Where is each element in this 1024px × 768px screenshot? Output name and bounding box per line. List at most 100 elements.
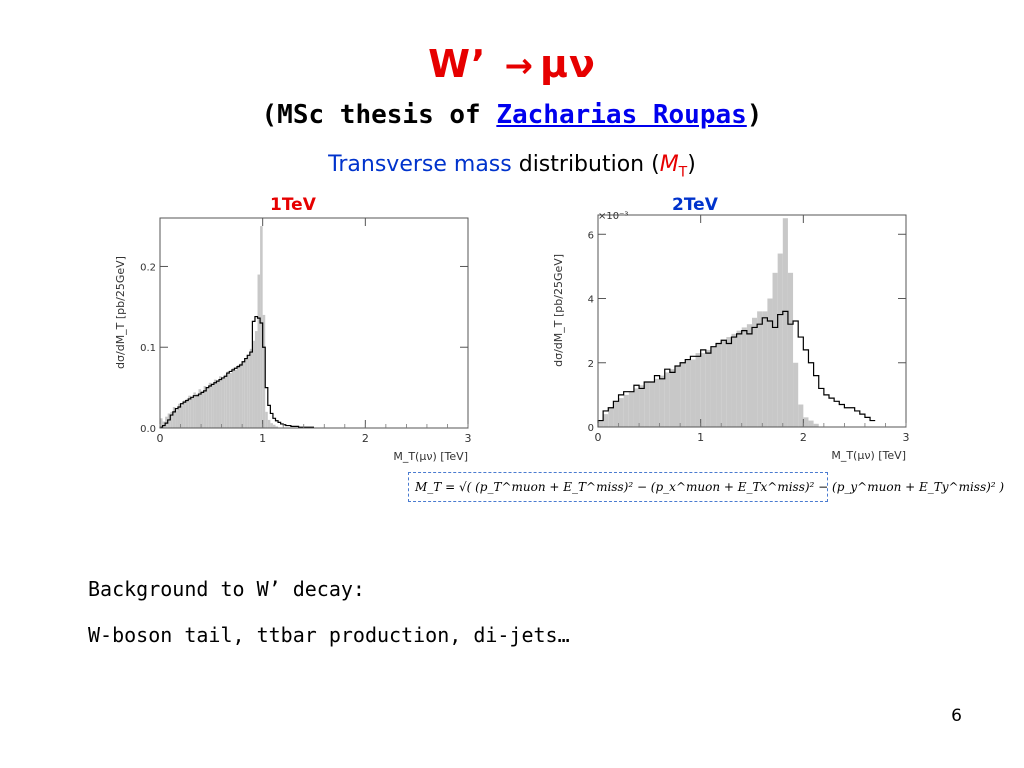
hist-bar — [736, 330, 742, 427]
hist-bar — [213, 379, 217, 428]
hist-bar — [659, 375, 665, 427]
hist-bar — [618, 398, 624, 427]
y-tick-label: 0.0 — [140, 424, 156, 435]
slide-subtitle: (MSc thesis of Zacharias Roupas) — [0, 100, 1024, 130]
x-tick-label: 1 — [259, 432, 266, 445]
hist-bar — [180, 405, 184, 428]
hist-bar — [757, 311, 763, 427]
hist-bar — [252, 340, 255, 428]
hist-bar — [167, 413, 171, 428]
hist-bar — [782, 218, 788, 427]
transverse-mass-formula: M_T = √( (p_T^muon + E_T^miss)² − (p_x^m… — [408, 472, 1004, 502]
hist-bar — [183, 400, 186, 428]
y-tick-label: 2 — [588, 359, 594, 370]
hist-bar — [172, 407, 176, 428]
hist-bar — [700, 353, 706, 427]
hist-bar — [639, 385, 645, 427]
hist-bar — [695, 353, 701, 427]
hist-bar — [608, 407, 614, 427]
heading-transverse-mass: Transverse mass — [328, 152, 512, 177]
x-tick-label: 1 — [697, 431, 704, 444]
hist-bar — [249, 348, 253, 428]
y-axis-label: dσ/dM_T [pb/25GeV] — [552, 254, 565, 367]
subtitle-suffix: ) — [746, 100, 763, 130]
background-list: W-boson tail, ttbar production, di-jets… — [88, 623, 570, 647]
y-tick-label: 4 — [588, 295, 594, 306]
hist-bar — [185, 398, 189, 428]
hist-bar — [705, 349, 711, 427]
hist-bar — [198, 389, 202, 428]
y-axis-label: dσ/dM_T [pb/25GeV] — [114, 256, 127, 369]
hist-bar — [664, 372, 670, 427]
y-tick-label: 6 — [588, 230, 594, 241]
x-tick-label: 0 — [157, 432, 164, 445]
y-scale-label: ×10⁻³ — [598, 211, 628, 222]
hist-step-line — [159, 315, 314, 428]
hist-bar — [221, 377, 225, 428]
histogram-2tev: 0 1 2 3 0 2 4 6 M_T(μν) [TeV] dσ/dM_T [pb/25GeV] ×… — [552, 211, 910, 462]
slide-title: W’ → μν — [0, 42, 1024, 86]
x-axis-label: M_T(μν) [TeV] — [393, 450, 468, 463]
hist-bar — [237, 365, 240, 428]
hist-bar — [803, 417, 809, 427]
background-heading: Background to W’ decay: — [88, 577, 365, 601]
hist-bar — [229, 373, 232, 428]
hist-bar — [623, 394, 629, 427]
plot-frame — [597, 214, 907, 428]
hist-bar — [726, 337, 732, 427]
transverse-mass-heading: Transverse mass distribution (MT) — [0, 152, 1024, 180]
hist-bar — [741, 327, 747, 427]
hist-step-line — [597, 310, 876, 427]
hist-bar — [798, 404, 804, 427]
hist-bar — [242, 361, 245, 428]
hist-bar — [219, 376, 222, 428]
hist-bar — [265, 411, 268, 428]
hist-bar — [224, 374, 227, 428]
hist-bar — [772, 272, 778, 427]
hist-bar — [170, 411, 173, 428]
x-axis-label: M_T(μν) [TeV] — [831, 449, 906, 462]
hist-bar — [247, 355, 250, 428]
y-tick-label: 0.1 — [140, 343, 156, 354]
page-number: 6 — [951, 706, 962, 726]
hist-bar — [603, 414, 609, 427]
hist-bar — [244, 358, 248, 428]
heading-mt-symbol: MT — [659, 152, 688, 181]
hist-bar — [206, 387, 209, 428]
hist-bar — [752, 317, 758, 427]
hist-bar — [275, 426, 279, 428]
hist-bar — [633, 388, 640, 427]
arrow-icon: → — [504, 46, 534, 86]
hist-bar — [654, 378, 660, 427]
hist-bar — [685, 359, 691, 427]
y-tick-label: 0.2 — [140, 262, 156, 273]
x-tick-label: 2 — [800, 431, 807, 444]
author-link[interactable]: Zacharias Roupas — [496, 100, 747, 130]
hist-bar — [598, 420, 604, 427]
hist-bar — [813, 423, 819, 427]
heading-close: ) — [687, 152, 696, 177]
histogram-1tev: 0 1 2 3 0.0 0.1 0.2 M_T(μν) [TeV] dσ/dM_T [pb/25… — [114, 217, 472, 463]
hist-bar — [731, 333, 737, 427]
hist-bar — [644, 382, 650, 427]
hist-bar — [262, 314, 266, 428]
hist-bar — [272, 424, 276, 428]
hist-bar — [669, 369, 675, 427]
hist-bar — [710, 346, 717, 427]
hist-bar — [175, 410, 178, 428]
hist-bar — [808, 420, 814, 427]
plot-2tev-label: 2TeV — [672, 195, 718, 215]
hist-bar — [201, 390, 204, 428]
hist-bar — [767, 298, 773, 427]
hist-bar — [716, 343, 722, 427]
title-mu-nu: μν — [540, 42, 596, 86]
hist-bar — [260, 226, 263, 428]
plot-frame — [159, 217, 469, 429]
hist-bar — [177, 403, 181, 428]
heading-distribution: distribution ( — [511, 152, 660, 177]
hist-bar — [690, 359, 696, 427]
hist-bar — [193, 392, 196, 428]
hist-bar — [160, 418, 163, 428]
hist-bar — [254, 331, 258, 428]
hist-bar — [777, 253, 783, 427]
